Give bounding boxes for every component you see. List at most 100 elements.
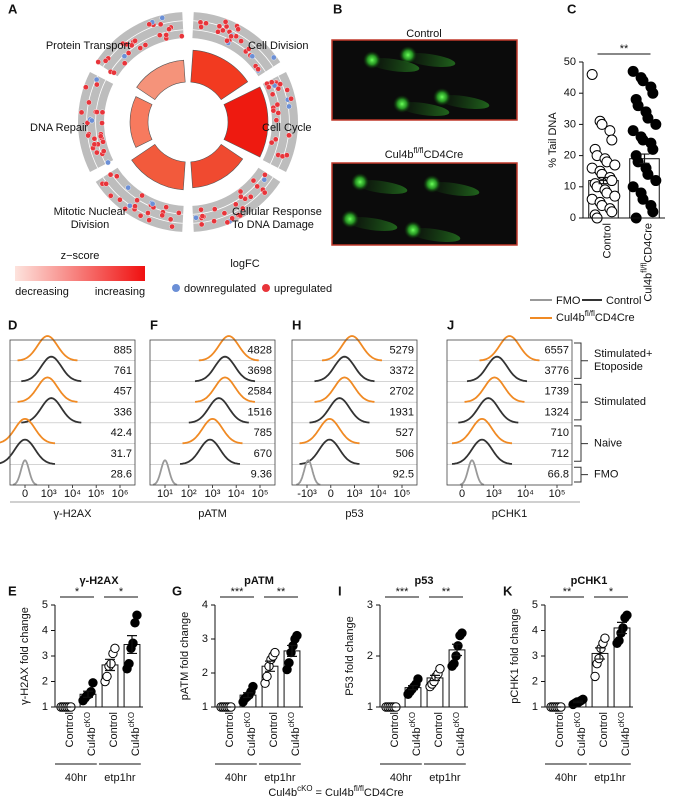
- y-tick-label: 1: [367, 701, 373, 713]
- legend-label: increasing: [95, 286, 145, 298]
- gene-dot: [163, 32, 170, 38]
- data-point: [642, 112, 654, 124]
- histogram: [21, 397, 82, 424]
- gene-dot: [238, 38, 244, 44]
- gene-dot: [239, 205, 246, 212]
- text-part: Control: [554, 712, 566, 747]
- legend-label: upregulated: [274, 283, 332, 295]
- gene-dot: [198, 206, 204, 213]
- gene-dot: [132, 203, 138, 210]
- gene-dot: [127, 202, 133, 209]
- x-tick-label: Cul4bcKO: [617, 712, 632, 756]
- data-point: [606, 206, 618, 218]
- text-part: Cul4b: [290, 727, 302, 756]
- gene-dot: [94, 81, 100, 88]
- group-label: Stimulated+: [594, 348, 652, 360]
- x-tick-label: Cul4bcKO: [127, 712, 142, 756]
- panel-letter: B: [333, 1, 342, 16]
- gene-dot: [275, 110, 282, 116]
- gene-dot: [159, 212, 166, 219]
- histogram: [464, 376, 525, 403]
- superscript: cKO: [287, 712, 296, 727]
- data-point: [284, 658, 294, 668]
- group-label: etp1hr: [264, 772, 296, 784]
- comet-head: [363, 51, 381, 69]
- data-point: [110, 643, 120, 654]
- histogram: [314, 355, 375, 383]
- superscript: cKO: [573, 712, 582, 727]
- error-bar: [83, 690, 93, 698]
- gene-dot: [238, 193, 244, 200]
- group-label: Naive: [594, 437, 622, 449]
- x-tick-label: Control: [433, 712, 445, 747]
- gene-dot: [123, 41, 130, 48]
- histogram: [21, 355, 82, 383]
- gene-dot: [78, 109, 85, 116]
- x-tick-label: 10⁵: [394, 488, 411, 500]
- chart-title: p53: [415, 575, 434, 587]
- zscore-bar: [129, 96, 153, 148]
- text-part: CD4Cre: [424, 149, 464, 161]
- histogram: [17, 335, 78, 362]
- term-label: Protein Transport: [46, 40, 130, 52]
- significance-label: *: [609, 586, 614, 598]
- ring-line: [86, 75, 99, 169]
- y-tick-label: 2: [42, 675, 48, 687]
- image-title: Control: [406, 28, 441, 40]
- superscript: fl/fl: [354, 784, 364, 793]
- text-part: Cul4b: [385, 149, 414, 161]
- histogram: [299, 417, 360, 445]
- histogram: [188, 397, 249, 424]
- gene-dot: [100, 139, 106, 145]
- x-tick-label: Control: [224, 712, 236, 747]
- gene-dot: [224, 37, 230, 44]
- histogram: [152, 459, 178, 486]
- data-point: [449, 658, 459, 669]
- chart-title: pCHK1: [571, 575, 608, 587]
- comet-head: [404, 221, 422, 239]
- mfi-value: 527: [396, 427, 414, 439]
- data-point: [262, 671, 272, 682]
- gene-dot: [125, 50, 132, 56]
- group-label: 40hr: [225, 772, 247, 784]
- panel-letter: H: [292, 317, 301, 332]
- mfi-value: 3698: [248, 365, 272, 377]
- x-tick-label: 10⁴: [370, 488, 387, 500]
- gene-dot: [272, 136, 279, 143]
- gene-dot: [102, 57, 109, 64]
- mfi-value: 3776: [545, 365, 569, 377]
- gene-dot: [224, 219, 231, 226]
- term-label: To DNA Damage: [232, 219, 314, 231]
- gene-dot: [288, 95, 294, 102]
- gene-dot: [254, 183, 261, 190]
- error-bar: [105, 658, 115, 672]
- data-point: [650, 118, 662, 130]
- x-tick-label: Cul4bcKO: [408, 712, 423, 756]
- x-tick-label: Control: [389, 712, 401, 747]
- superscript: cKO: [408, 712, 417, 727]
- y-tick-label: 10: [564, 181, 576, 193]
- gene-dot: [220, 27, 226, 34]
- histogram: [17, 376, 78, 403]
- text-part: CD4Cre: [364, 787, 404, 799]
- legend-dot: [262, 284, 270, 292]
- zscore-bar: [136, 59, 186, 101]
- bracket: [574, 383, 588, 421]
- data-point: [618, 623, 628, 633]
- text-part: Cul4b: [246, 727, 258, 756]
- y-tick-label: 2: [367, 650, 373, 662]
- panel-letter: J: [447, 317, 454, 332]
- text-part: CD4Cre: [642, 223, 654, 263]
- data-point: [132, 610, 142, 620]
- gene-dot: [99, 109, 106, 116]
- gene-dot: [105, 159, 111, 166]
- group-label: Stimulated: [594, 396, 646, 408]
- panel-letter: D: [8, 317, 17, 332]
- superscript: fl/fl: [585, 309, 595, 318]
- x-tick-label: 10⁴: [517, 488, 534, 500]
- histogram: [309, 397, 370, 424]
- y-axis-label: % Tail DNA: [547, 112, 559, 168]
- data-point: [586, 68, 598, 80]
- zscore-bar: [190, 49, 249, 101]
